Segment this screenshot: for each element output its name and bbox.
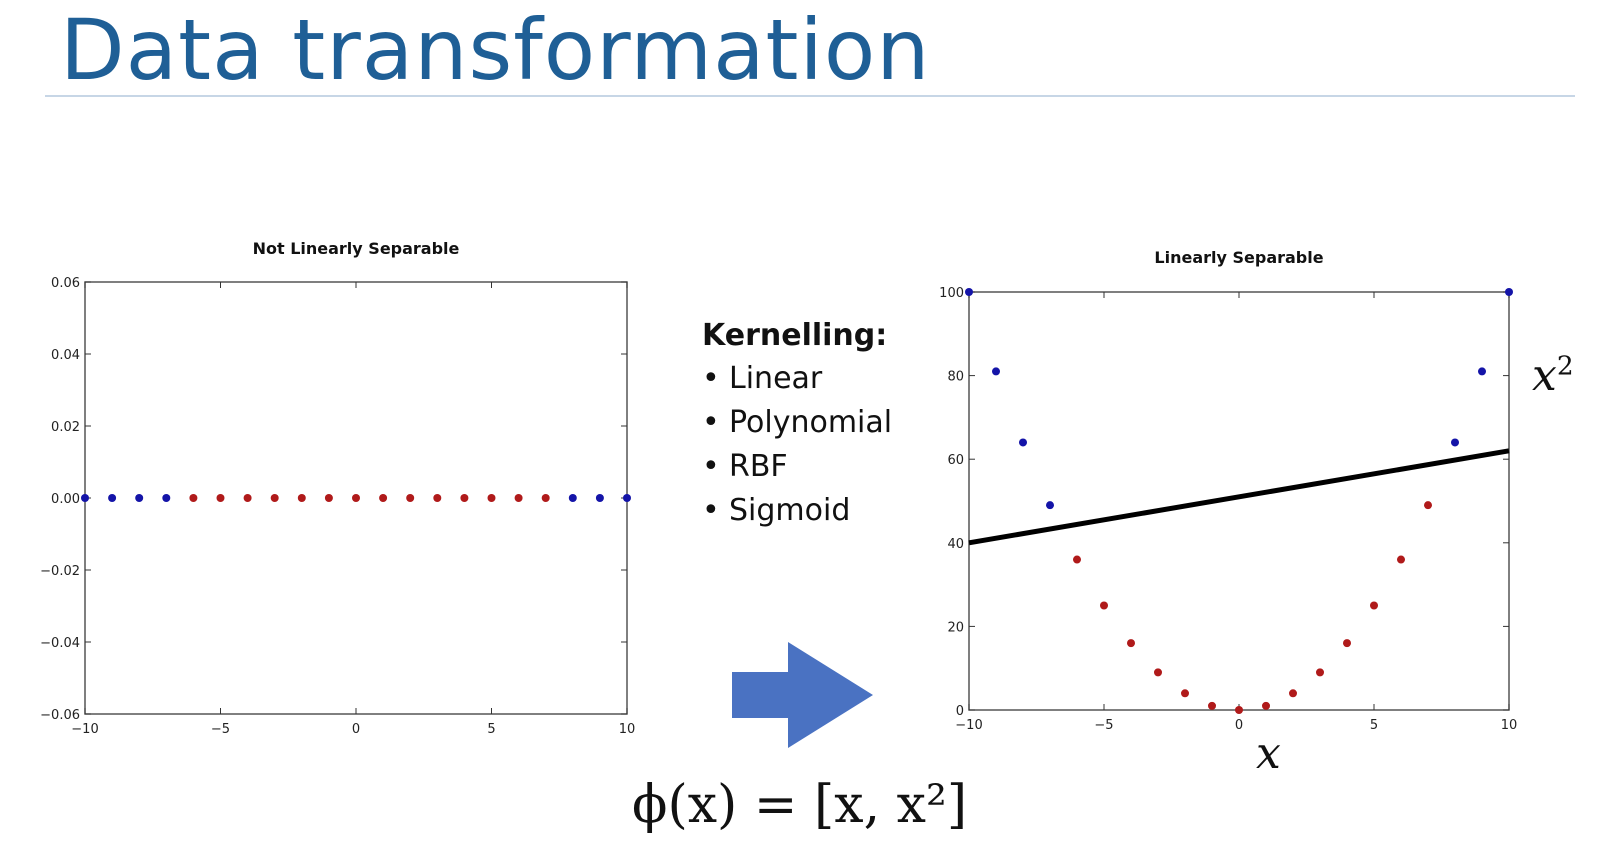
x-tick-label: 0 [1235, 718, 1243, 733]
red-data-point [1127, 639, 1135, 648]
y-tick-label: −0.04 [40, 636, 80, 651]
y-tick-label: −0.02 [40, 564, 80, 579]
y-tick-label: −0.06 [40, 708, 80, 723]
decision-boundary-line [968, 448, 1510, 546]
blue-data-point [965, 288, 973, 296]
transform-arrow-icon [732, 642, 873, 748]
x-tick-label: −10 [955, 718, 982, 733]
blue-data-point [992, 367, 1000, 376]
red-data-point [1235, 706, 1243, 714]
y-tick-label: 40 [947, 537, 964, 552]
kernel-heading: Kernelling: [702, 318, 888, 353]
x-tick-label: 5 [1370, 718, 1378, 733]
plot-frame [968, 291, 1510, 711]
red-data-point [297, 494, 306, 502]
transform-formula: ϕ(x) = [x, x²] [632, 775, 968, 835]
red-data-point [1154, 668, 1162, 677]
red-data-point [243, 494, 252, 502]
red-data-point [1100, 601, 1108, 610]
y-tick-label: 20 [947, 620, 964, 635]
red-data-point [433, 494, 442, 502]
red-data-point [1316, 668, 1324, 677]
x-tick-label: −10 [71, 722, 98, 737]
red-data-point [406, 494, 415, 502]
y-tick-label: 0.00 [51, 492, 80, 507]
blue-data-point [1046, 501, 1054, 510]
chart-title: Linearly Separable [1154, 248, 1323, 267]
red-data-point [1343, 639, 1351, 648]
x-tick-label: 0 [352, 722, 360, 737]
chart-not-linearly-separable: Not Linearly Separable 0.06 0.04 0.02 0.00 −0… [40, 239, 635, 737]
blue-data-point [108, 494, 117, 502]
red-data-point [1073, 555, 1081, 564]
blue-data-point [135, 494, 144, 502]
x2-base: x [1532, 350, 1557, 401]
y-tick-label: 0.04 [51, 348, 80, 363]
kernel-item: • Linear [702, 361, 823, 396]
red-data-point [1424, 501, 1432, 510]
red-data-point [1208, 701, 1216, 710]
kernel-item: • Polynomial [702, 405, 893, 440]
x-tick-label: 10 [1501, 718, 1518, 733]
y-tick-label: 100 [939, 286, 964, 301]
kernel-item: • Sigmoid [702, 493, 851, 528]
x2-exponent: 2 [1556, 350, 1574, 382]
x-tick-label: −5 [211, 722, 230, 737]
red-data-point [1370, 601, 1378, 610]
kernel-label: Sigmoid [729, 493, 851, 528]
y-axis-math-label: x2 [1532, 350, 1574, 401]
red-data-point [216, 494, 225, 502]
kernel-label: RBF [729, 449, 788, 484]
red-data-point [541, 494, 550, 502]
blue-data-point [623, 494, 631, 502]
chart-title: Not Linearly Separable [253, 239, 460, 258]
red-data-point [487, 494, 496, 502]
x-tick-label: −5 [1094, 718, 1113, 733]
y-tick-label: 60 [947, 453, 964, 468]
blue-data-point [162, 494, 171, 502]
title-divider [45, 95, 1575, 97]
blue-data-point [1019, 438, 1027, 447]
y-tick-label: 0 [956, 704, 964, 719]
red-data-point [1181, 689, 1189, 698]
kernel-list-panel: Kernelling: • Linear • Polynomial • RBF • Si… [702, 318, 892, 533]
red-data-point [379, 494, 388, 502]
blue-data-point [595, 494, 604, 502]
blue-data-point [568, 494, 577, 502]
y-tick-label: 80 [947, 370, 964, 385]
kernel-label: Polynomial [729, 405, 893, 440]
red-data-point [514, 494, 523, 502]
red-data-point [460, 494, 469, 502]
x-axis-math-label: x [1256, 728, 1281, 779]
x-tick-label: 10 [619, 722, 636, 737]
blue-data-point [1451, 438, 1459, 447]
kernel-item: • RBF [702, 449, 788, 484]
y-tick-label: 0.02 [51, 420, 80, 435]
slide-title: Data transformation [60, 1, 931, 99]
blue-data-point [1478, 367, 1486, 376]
red-data-point [1262, 701, 1270, 710]
blue-data-point [81, 494, 89, 502]
red-data-point [189, 494, 198, 502]
y-tick-label: 0.06 [51, 276, 80, 291]
kernel-list: • Linear • Polynomial • RBF • Sigmoid [702, 357, 892, 533]
red-data-point [1289, 689, 1297, 698]
blue-data-point [1505, 288, 1513, 296]
kernel-label: Linear [729, 361, 823, 396]
red-data-point [270, 494, 279, 502]
x-tick-label: 5 [487, 722, 495, 737]
red-data-point [1397, 555, 1405, 564]
red-data-point [352, 494, 360, 502]
red-data-point [324, 494, 333, 502]
